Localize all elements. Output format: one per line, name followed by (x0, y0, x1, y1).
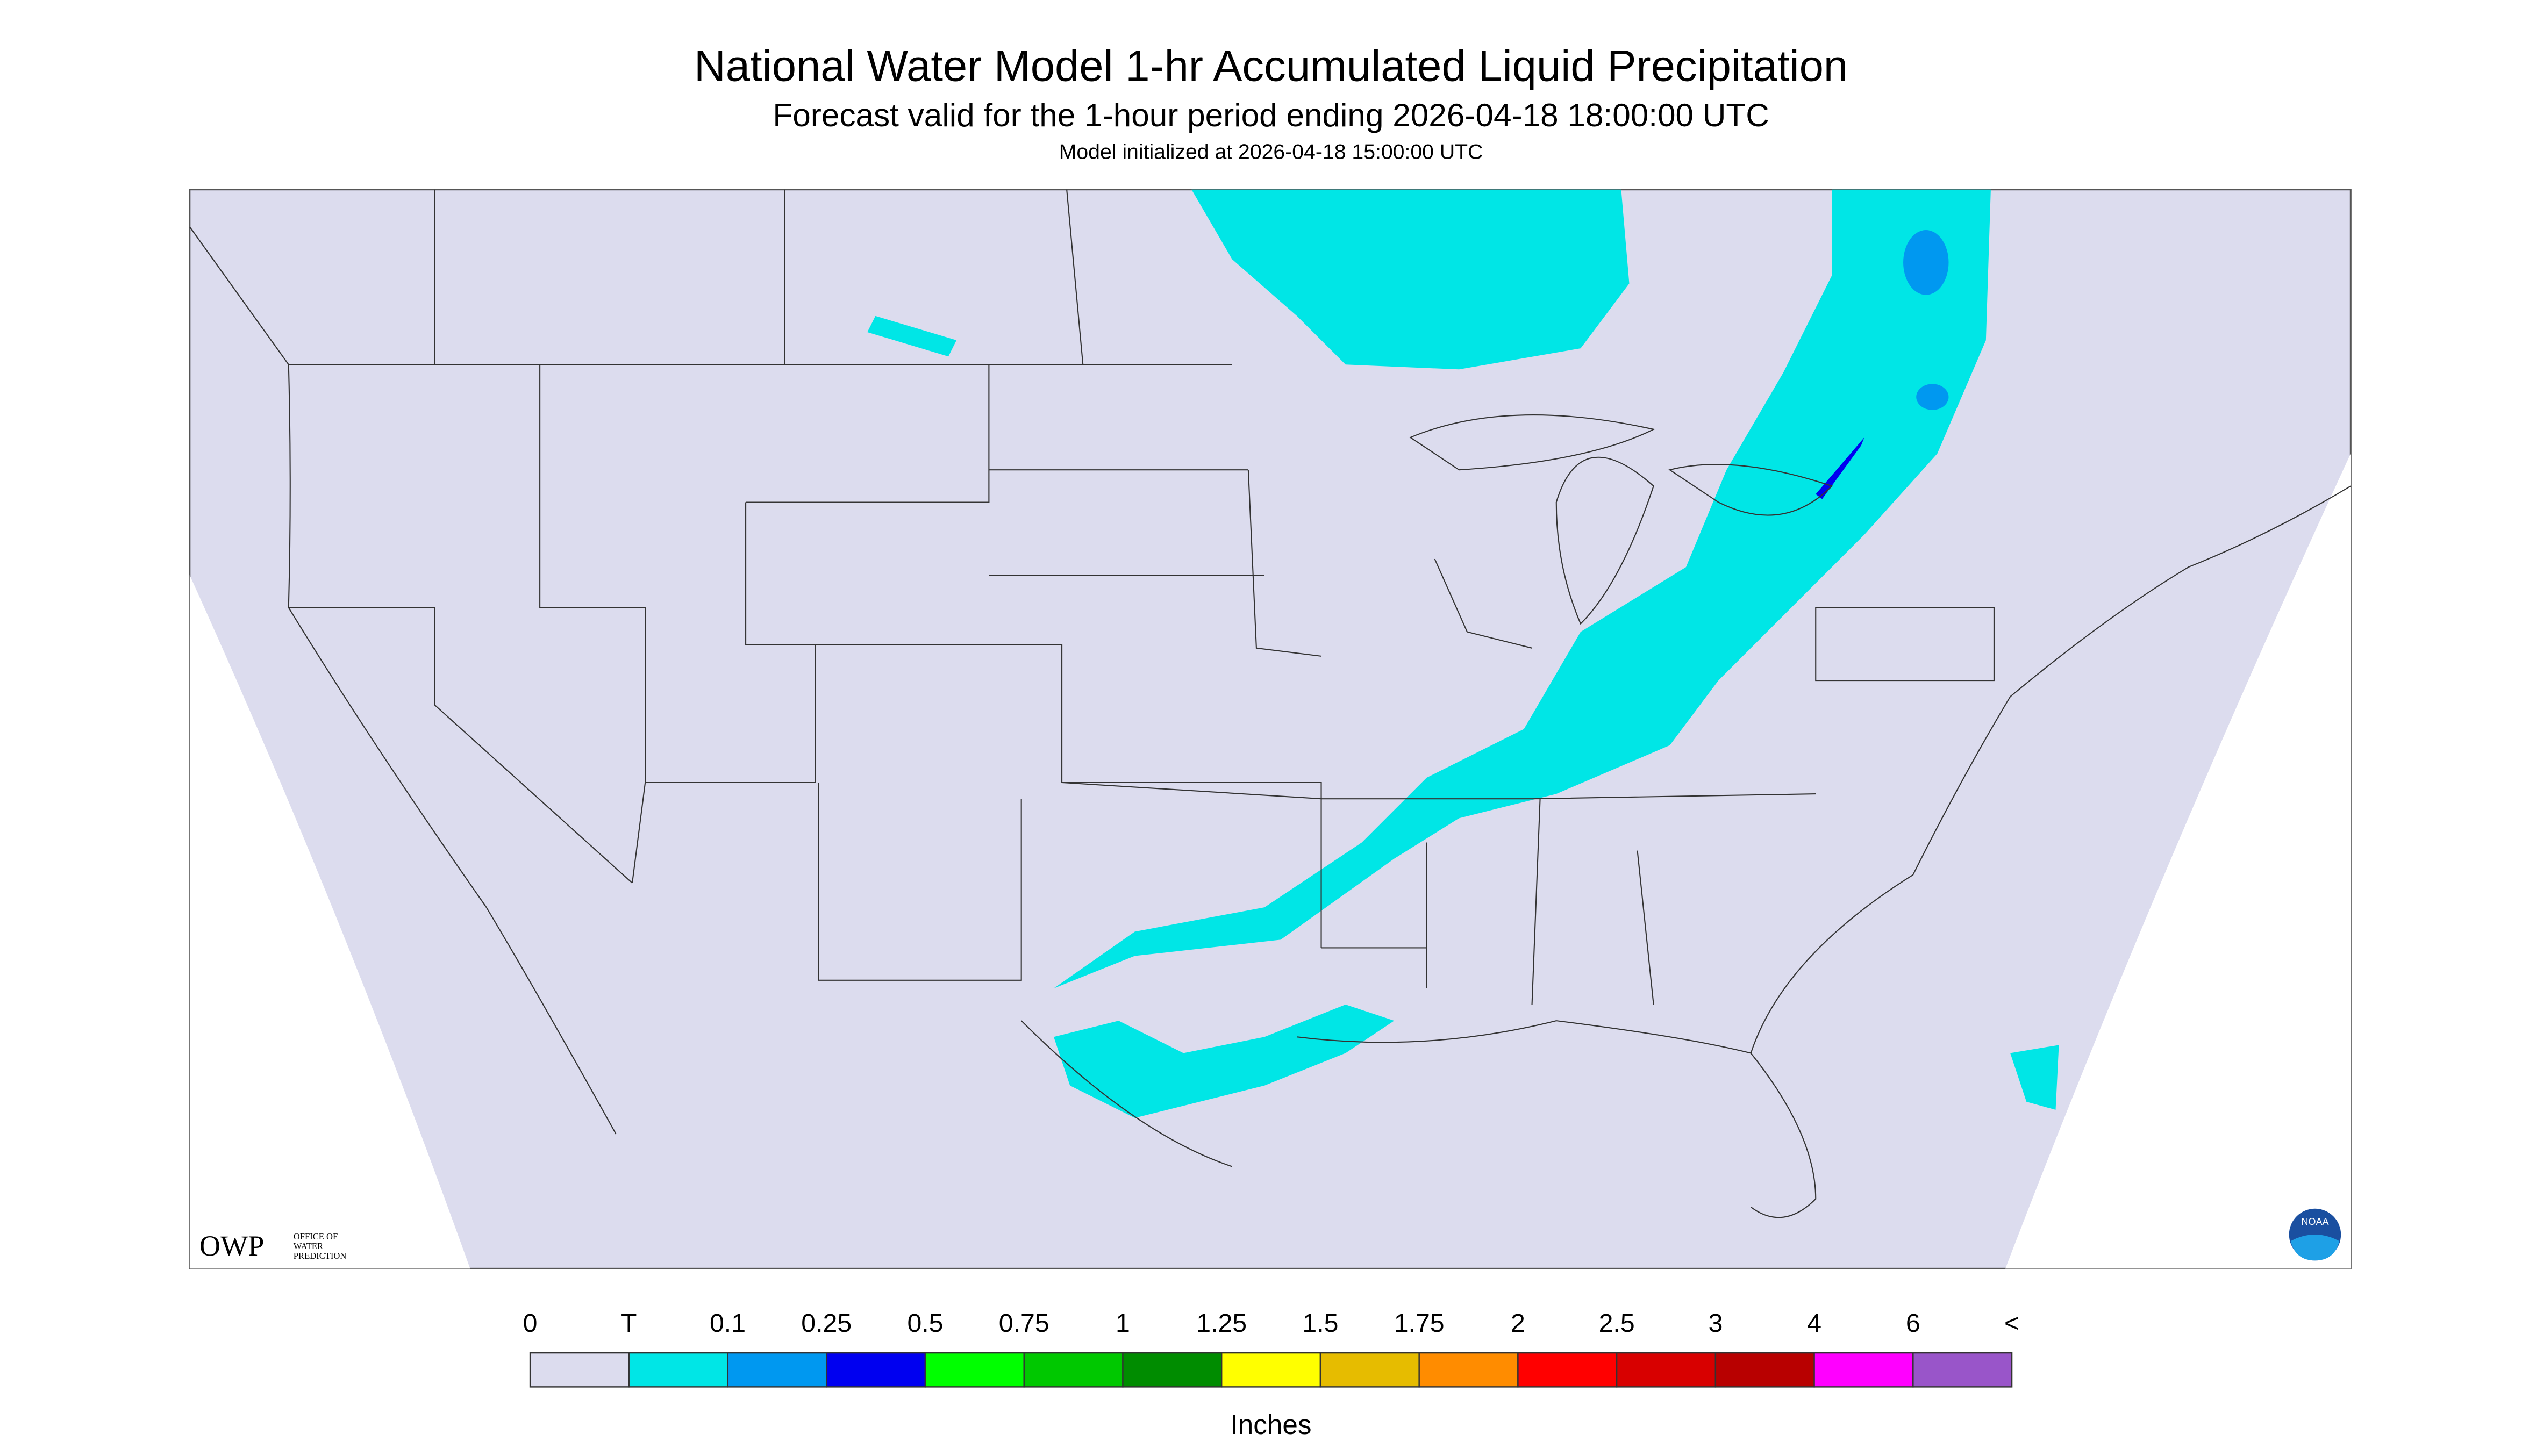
legend-label: T (621, 1309, 637, 1338)
legend: 0 T 0.1 0.25 0.5 0.75 1 1.25 1.5 1.75 2 2.5 3 4 6 < (523, 1309, 2019, 1388)
legend-label: 1.75 (1394, 1309, 1445, 1338)
legend-swatch (1023, 1352, 1124, 1388)
precip-heavy (1816, 437, 1864, 499)
legend-label: 0.25 (801, 1309, 852, 1338)
map (189, 189, 2352, 1269)
state-borders (189, 189, 2351, 1218)
legend-swatch (826, 1352, 926, 1388)
legend-label: 2 (1511, 1309, 1525, 1338)
domain-mask-left (189, 575, 470, 1269)
map-frame (189, 189, 2352, 1269)
legend-label: 0 (523, 1309, 538, 1338)
legend-label: 0.75 (999, 1309, 1049, 1338)
legend-label: 6 (1906, 1309, 1920, 1338)
legend-swatch (1912, 1352, 2013, 1388)
legend-label: 2.5 (1599, 1309, 1635, 1338)
precip-areas (867, 189, 2059, 1118)
legend-swatch (1714, 1352, 1815, 1388)
owp-logo: OWP OFFICE OF WATER PREDICTION (199, 1230, 346, 1262)
legend-label: 0.5 (907, 1309, 943, 1338)
precip-moderate (1903, 230, 1949, 410)
subtitle: Forecast valid for the 1-hour period end… (773, 97, 1769, 133)
noaa-logo-text: NOAA (2301, 1216, 2329, 1227)
owp-logo-caption: PREDICTION (294, 1251, 347, 1261)
legend-swatch (1517, 1352, 1618, 1388)
legend-label: 1 (1116, 1309, 1130, 1338)
legend-label: 4 (1807, 1309, 1821, 1338)
legend-label: 1.5 (1302, 1309, 1338, 1338)
owp-logo-caption: WATER (294, 1241, 324, 1251)
legend-swatch (1813, 1352, 1914, 1388)
legend-swatch (1616, 1352, 1717, 1388)
legend-label: 1.25 (1196, 1309, 1247, 1338)
init-time: Model initialized at 2026-04-18 15:00:00… (1059, 140, 1483, 163)
legend-label: 3 (1708, 1309, 1723, 1338)
legend-unit: Inches (1231, 1409, 1312, 1440)
legend-label: 0.1 (710, 1309, 746, 1338)
legend-label: < (2004, 1309, 2019, 1338)
owp-logo-caption: OFFICE OF (294, 1231, 338, 1242)
legend-swatch (1220, 1352, 1321, 1388)
legend-swatch (1319, 1352, 1420, 1388)
legend-swatch (529, 1352, 630, 1388)
legend-swatch (628, 1352, 728, 1388)
owp-logo-text: OWP (199, 1230, 265, 1262)
noaa-logo: NOAA (2289, 1208, 2341, 1261)
legend-swatch (727, 1352, 827, 1388)
legend-swatch (924, 1352, 1025, 1388)
title: National Water Model 1-hr Accumulated Li… (694, 42, 1848, 91)
legend-swatch (1122, 1352, 1223, 1388)
legend-swatch (1418, 1352, 1519, 1388)
domain-mask-right (2005, 454, 2351, 1269)
